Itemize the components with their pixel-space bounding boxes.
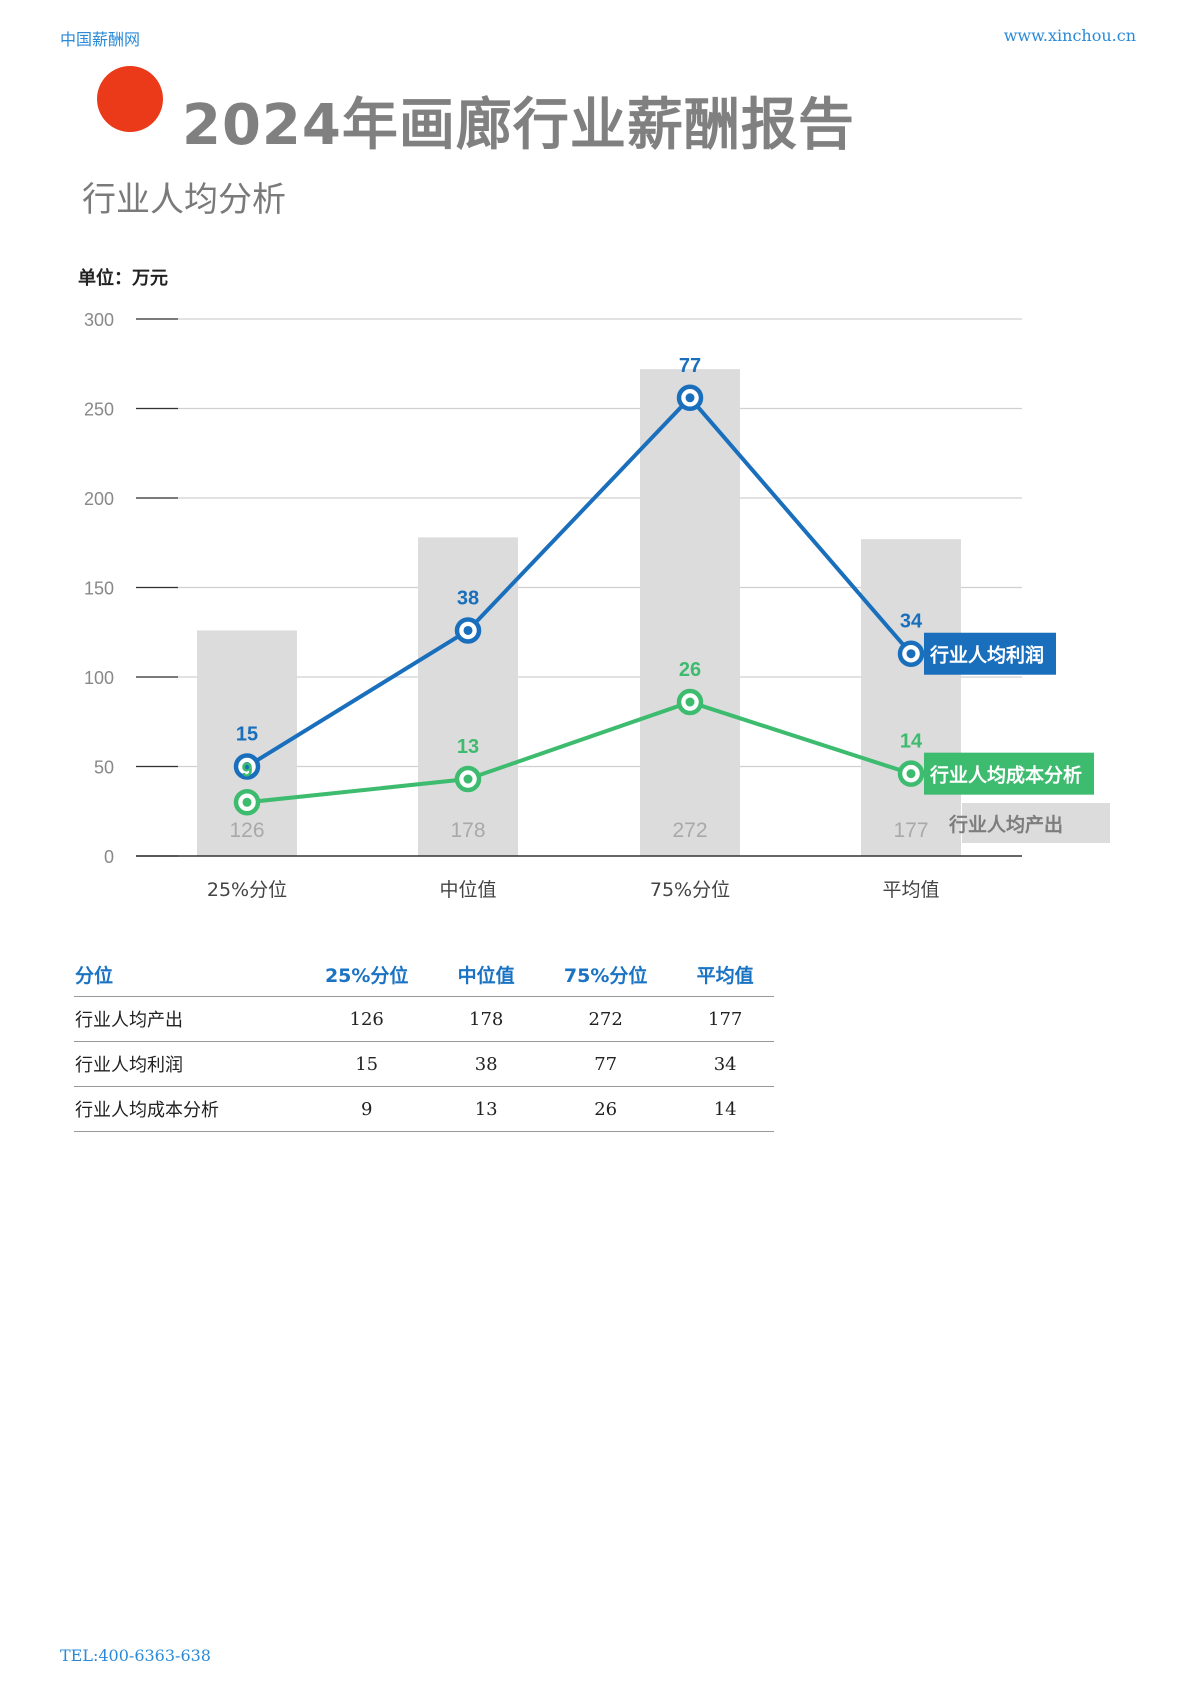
data-label: 13 — [457, 736, 479, 758]
table-cell: 126 — [296, 996, 438, 1042]
table-cell: 177 — [676, 996, 774, 1042]
site-name: 中国薪酬网 — [60, 30, 141, 49]
table-row: 行业人均成本分析 9 13 26 14 — [74, 1086, 774, 1132]
y-tick-label: 0 — [104, 847, 114, 867]
table-cell: 178 — [437, 996, 535, 1042]
bar — [861, 539, 961, 856]
y-tick-label: 200 — [84, 489, 114, 509]
table-cell: 272 — [534, 996, 677, 1042]
table-cell: 13 — [437, 1086, 535, 1132]
data-label: 15 — [236, 724, 258, 746]
series-marker-dot — [685, 697, 695, 707]
series-marker-dot — [906, 769, 916, 779]
bar-value-label: 178 — [450, 819, 485, 842]
y-tick-label: 250 — [84, 400, 114, 420]
bar-value-label: 177 — [893, 819, 928, 842]
data-label: 34 — [900, 611, 923, 633]
unit-label: 单位：万元 — [78, 268, 168, 289]
page-title: 2024年画廊行业薪酬报告 — [182, 93, 855, 158]
data-label: 9 — [241, 759, 252, 781]
bar-value-label: 272 — [672, 819, 707, 842]
legend-line-box — [924, 752, 1094, 795]
table-header-cell: 75%分位 — [534, 952, 677, 997]
x-tick-label: 平均值 — [882, 879, 939, 901]
data-label: 77 — [679, 355, 701, 377]
series-marker-dot — [463, 774, 473, 784]
table-cell: 9 — [296, 1086, 438, 1132]
combo-chart: 0 50 100 150 200 250 300 126 178 272 177 25%分位 中位值 75… — [84, 310, 1110, 901]
y-tick-label: 100 — [84, 668, 114, 688]
bar — [418, 537, 518, 856]
x-tick-label: 中位值 — [439, 879, 496, 901]
site-url[interactable]: www.xinchou.cn — [1003, 26, 1136, 45]
data-label: 26 — [679, 659, 701, 681]
data-label: 38 — [457, 587, 479, 609]
table-cell: 34 — [676, 1041, 774, 1087]
bar-value-label: 126 — [229, 819, 264, 842]
table-header-row: 分位 25%分位 中位值 75%分位 平均值 — [74, 952, 774, 997]
table-cell: 15 — [296, 1041, 438, 1087]
bar — [197, 630, 297, 856]
series-marker-dot — [242, 762, 252, 771]
table-header-cell: 25%分位 — [296, 952, 438, 997]
y-tick-label: 50 — [94, 758, 114, 778]
x-tick-label: 25%分位 — [207, 879, 287, 901]
table-header-cell: 分位 — [74, 952, 296, 997]
footer-phone: TEL:400-6363-638 — [60, 1646, 211, 1665]
table-cell: 行业人均产出 — [74, 996, 296, 1042]
bar — [640, 369, 740, 856]
y-tick-label: 150 — [84, 579, 114, 599]
y-tick-label: 300 — [84, 310, 114, 330]
table-row: 行业人均利润 15 38 77 34 — [74, 1041, 774, 1087]
legend-line-label: 行业人均利润 — [929, 644, 1044, 667]
series-line — [245, 395, 913, 769]
series-marker-dot — [242, 797, 252, 807]
legend-bar-box — [962, 803, 1110, 843]
series-marker-dot — [685, 393, 695, 403]
table-row: 行业人均产出 126 178 272 177 — [74, 996, 774, 1042]
data-table-container: 分位 25%分位 中位值 75%分位 平均值 行业人均产出 126 178 27… — [74, 952, 774, 1132]
x-tick-label: 75%分位 — [650, 879, 730, 901]
title-bullet-icon — [97, 66, 163, 132]
table-cell: 行业人均成本分析 — [74, 1086, 296, 1132]
series-marker-dot — [463, 625, 473, 635]
table-cell: 77 — [534, 1041, 677, 1087]
legend-line-box — [924, 632, 1056, 675]
section-subtitle: 行业人均分析 — [82, 180, 286, 220]
table-cell: 26 — [534, 1086, 677, 1132]
series-line — [246, 700, 912, 805]
table-header-cell: 平均值 — [676, 952, 774, 997]
table-header-cell: 中位值 — [437, 952, 535, 997]
table-cell: 行业人均利润 — [74, 1041, 296, 1087]
data-table: 分位 25%分位 中位值 75%分位 平均值 行业人均产出 126 178 27… — [74, 952, 774, 1132]
data-label: 14 — [900, 731, 923, 753]
series-marker-dot — [906, 649, 916, 659]
table-cell: 38 — [437, 1041, 535, 1087]
legend-bar-label: 行业人均产出 — [948, 813, 1063, 836]
legend-line-label: 行业人均成本分析 — [929, 764, 1082, 787]
table-cell: 14 — [676, 1086, 774, 1132]
